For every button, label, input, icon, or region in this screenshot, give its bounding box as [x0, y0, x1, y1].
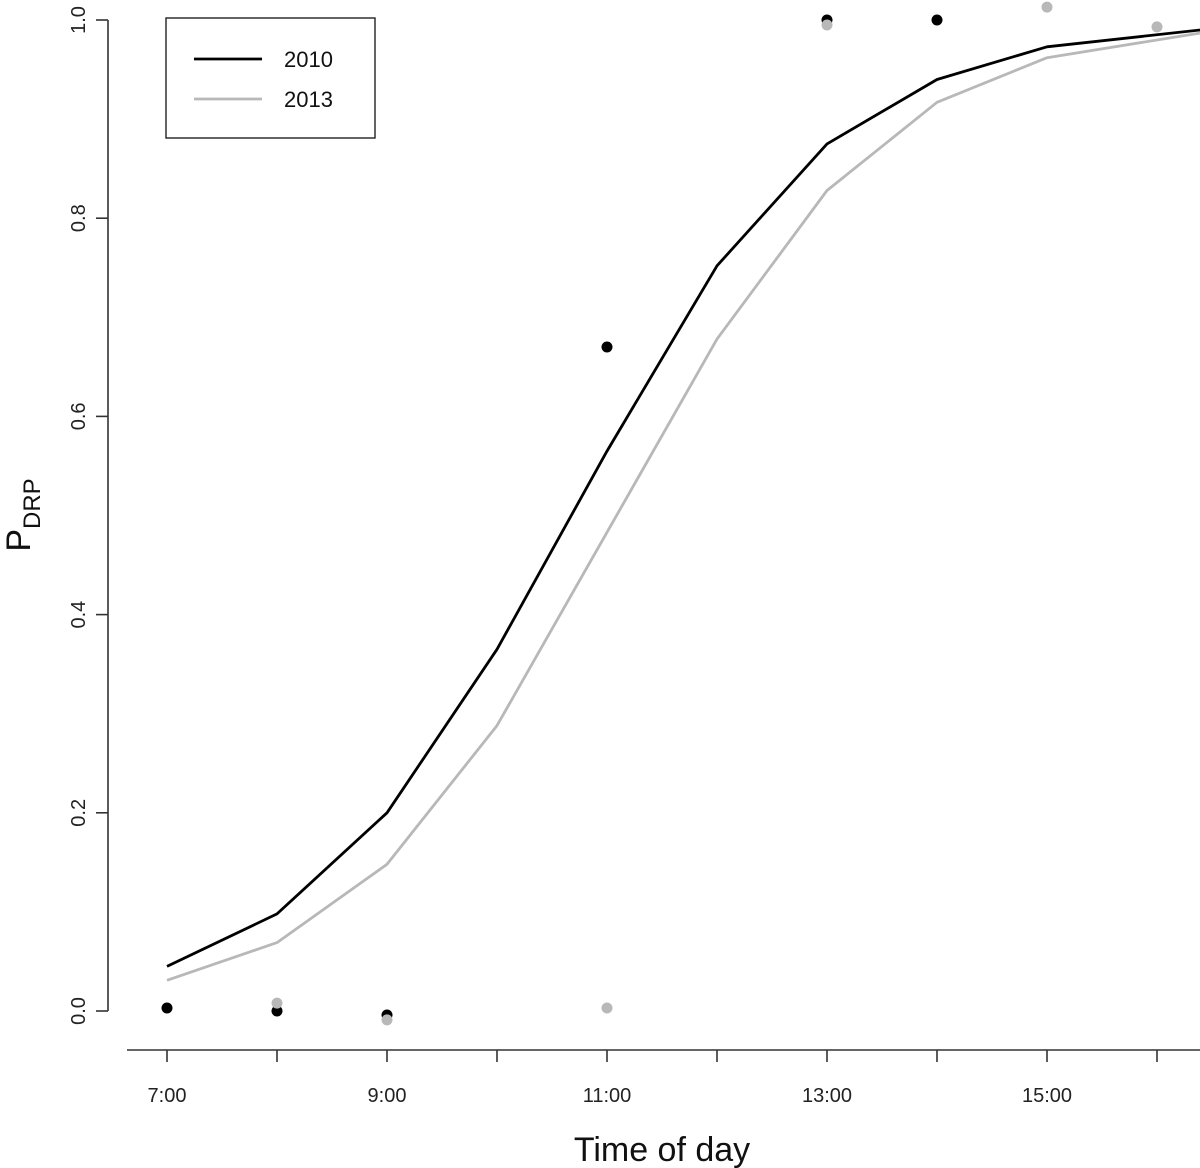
plot-lines — [166, 28, 1200, 982]
y-tick-label-4: 0.8 — [68, 204, 90, 232]
point-2013-5 — [1151, 21, 1163, 33]
y-axis-title-group: PDRP — [0, 478, 46, 551]
x-tick-label-3: 13:00 — [802, 1085, 852, 1107]
x-tick-label-1: 9:00 — [368, 1085, 407, 1107]
y-axis-title-sub: DRP — [19, 478, 46, 529]
y-tick-label-3: 0.6 — [68, 402, 90, 430]
y-tick-label-5: 1.0 — [68, 6, 90, 34]
plot-points — [161, 1, 1163, 1026]
x-axis-title: Time of day — [574, 1131, 750, 1168]
point-2013-0 — [271, 997, 283, 1009]
y-tick-label-2: 0.4 — [68, 601, 90, 629]
series-line-2013 — [166, 31, 1200, 982]
x-ticks: 7:00 9:00 11:00 13:00 15:00 — [148, 1050, 1158, 1107]
series-line-2010 — [166, 28, 1200, 968]
y-axis-title-main: P — [0, 529, 38, 552]
legend-label-2010: 2010 — [284, 47, 333, 72]
point-2013-4 — [1041, 1, 1053, 13]
point-2013-2 — [601, 1002, 613, 1014]
y-ticks: 0.0 0.2 0.4 0.6 0.8 1.0 — [68, 6, 108, 1025]
y-tick-label-1: 0.2 — [68, 799, 90, 827]
y-axis-title: PDRP — [0, 478, 46, 551]
point-2010-1 — [271, 1005, 283, 1017]
x-tick-label-4: 15:00 — [1022, 1085, 1072, 1107]
point-2013-1 — [381, 1014, 393, 1026]
legend-label-2013: 2013 — [284, 87, 333, 112]
legend: 2010 2013 — [165, 17, 376, 139]
x-tick-label-2: 11:00 — [583, 1085, 632, 1107]
point-2010-0 — [161, 1002, 173, 1014]
legend-box — [165, 17, 376, 139]
point-2010-5 — [931, 14, 943, 26]
x-tick-label-0: 7:00 — [148, 1085, 187, 1107]
point-2013-3 — [821, 19, 833, 31]
y-tick-label-0: 0.0 — [68, 997, 90, 1025]
point-2010-3 — [601, 341, 613, 353]
